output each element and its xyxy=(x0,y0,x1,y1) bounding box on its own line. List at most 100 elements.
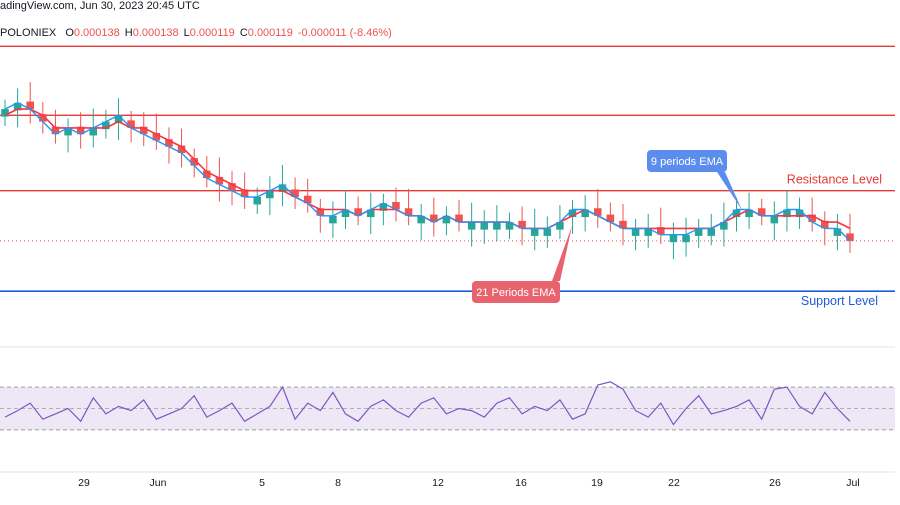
chart-header-source: adingView.com, Jun 30, 2023 20:45 UTC xyxy=(0,0,200,12)
ohlc-value: 0.000119 xyxy=(247,27,293,39)
candle-body xyxy=(745,209,753,218)
x-tick-label: 26 xyxy=(769,477,781,489)
candle-body xyxy=(783,209,791,218)
candle-body xyxy=(114,115,123,123)
candle-body xyxy=(39,114,47,122)
candle-body xyxy=(354,208,362,216)
candle-body xyxy=(228,183,236,191)
candle-body xyxy=(694,228,703,236)
candle-body xyxy=(682,234,690,243)
candle-body xyxy=(770,215,779,224)
candle-body xyxy=(291,189,299,197)
resistance-label: Resistance Level xyxy=(787,173,882,187)
candle-body xyxy=(89,127,98,136)
candle-body xyxy=(720,222,728,230)
candle-body xyxy=(644,228,652,236)
candle-body xyxy=(26,101,34,110)
candle-body xyxy=(833,228,842,236)
ema9-line xyxy=(4,102,851,242)
candle-body xyxy=(64,127,72,136)
ohlc-line: POLONIEX O0.000138 H0.000138 L0.000119 C0.0… xyxy=(0,27,397,39)
candle-body xyxy=(152,132,161,141)
candle-body xyxy=(341,209,350,218)
candle-body xyxy=(13,102,22,111)
candle-body xyxy=(127,120,135,128)
candle-body xyxy=(455,214,463,223)
candle-body xyxy=(757,208,766,216)
ohlc-value: 0.000119 xyxy=(189,27,235,39)
candle-body xyxy=(556,222,564,230)
candle-body xyxy=(530,228,539,236)
ema9-badge xyxy=(647,150,727,172)
candle-body xyxy=(278,184,287,192)
candle-body xyxy=(51,126,60,135)
x-tick-label: 5 xyxy=(259,477,265,489)
candle-body xyxy=(808,214,816,223)
candle-body xyxy=(215,176,224,185)
candle-body xyxy=(593,208,602,216)
candle-body xyxy=(732,209,741,218)
candle-body xyxy=(707,228,716,236)
source-line: adingView.com, Jun 30, 2023 20:45 UTC xyxy=(0,0,200,12)
candle-body xyxy=(581,209,589,218)
candle-body xyxy=(1,109,9,117)
x-tick-label: Jun xyxy=(150,477,167,489)
x-tick-label: 8 xyxy=(335,477,341,489)
candle-body xyxy=(240,189,249,197)
candle-body xyxy=(253,196,262,205)
candle-body xyxy=(821,220,829,229)
candle-body xyxy=(631,228,640,236)
symbol-label: POLONIEX xyxy=(0,27,57,39)
x-tick-label: 16 xyxy=(515,477,527,489)
ema9-pointer xyxy=(717,172,742,210)
candle-body xyxy=(480,222,489,230)
candle-body xyxy=(669,234,678,243)
candle-body xyxy=(442,215,451,224)
candle-body xyxy=(619,220,627,229)
candle-body xyxy=(165,139,173,147)
candle-body xyxy=(392,202,400,210)
candle-body xyxy=(366,209,375,218)
ohlc-key: O xyxy=(65,27,74,39)
candle-body xyxy=(493,222,501,230)
x-tick-label: 29 xyxy=(78,477,90,489)
candle-body xyxy=(568,209,577,218)
ema9-label: 9 periods EMA xyxy=(651,156,724,168)
candle-body xyxy=(139,126,148,135)
candle-body xyxy=(266,190,274,199)
candle-body xyxy=(102,121,110,130)
ohlc-value: 0.000138 xyxy=(73,27,120,39)
ema21-label: 21 Periods EMA xyxy=(476,287,556,299)
candle-body xyxy=(177,145,186,154)
ohlc-key: L xyxy=(183,27,190,39)
candle-body xyxy=(657,227,665,235)
ema21-pointer xyxy=(552,226,572,281)
candle-body xyxy=(203,170,211,179)
x-tick-label: 12 xyxy=(432,477,444,489)
candle-body xyxy=(543,228,552,236)
ema21-badge xyxy=(472,281,560,303)
candle-body xyxy=(329,215,337,224)
candle-body xyxy=(846,233,854,241)
candle-body xyxy=(430,214,438,223)
candle-body xyxy=(76,126,85,135)
candle-body xyxy=(303,195,312,204)
x-tick-label: 19 xyxy=(591,477,603,489)
ohlc-key: C xyxy=(239,27,248,39)
candle-body xyxy=(795,209,804,218)
rsi-line xyxy=(4,381,851,426)
candle-body xyxy=(417,215,425,224)
x-tick-label: 22 xyxy=(668,477,680,489)
x-tick-label: Jul xyxy=(846,477,859,489)
candle-body xyxy=(606,214,615,223)
candle-body xyxy=(467,222,476,230)
ohlc-value: 0.000138 xyxy=(132,27,179,39)
candle-body xyxy=(316,208,325,216)
candle-body xyxy=(505,222,514,230)
candle-body xyxy=(404,208,413,216)
ohlc-value: -0.000011 (-8.46%) xyxy=(297,27,392,39)
candle-body xyxy=(518,220,526,229)
candle-body xyxy=(379,203,388,211)
